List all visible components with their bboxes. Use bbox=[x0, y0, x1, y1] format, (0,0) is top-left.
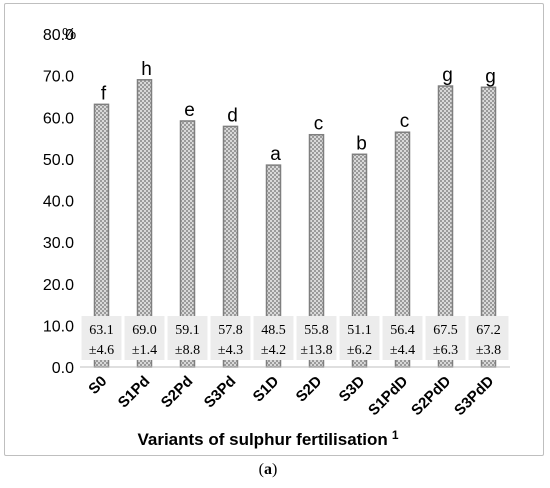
significance-letter: c bbox=[314, 114, 324, 135]
unit-label: % bbox=[62, 26, 76, 43]
significance-letter: g bbox=[485, 66, 496, 87]
caption-open: ( bbox=[259, 461, 264, 478]
data-label-sd: ±4.6 bbox=[89, 343, 114, 358]
value-box bbox=[468, 316, 509, 360]
data-label-mean: 56.4 bbox=[390, 323, 415, 338]
data-label-mean: 51.1 bbox=[347, 323, 372, 338]
x-tick-label: S3Pd bbox=[201, 373, 240, 412]
y-tick-label: 80.0 bbox=[43, 27, 74, 44]
data-label-mean: 59.1 bbox=[175, 323, 200, 338]
data-label-sd: ±6.2 bbox=[347, 343, 372, 358]
y-tick-label: 40.0 bbox=[43, 194, 74, 211]
x-tick-label: S1Pd bbox=[115, 373, 154, 412]
value-box bbox=[167, 316, 208, 360]
y-tick-label: 70.0 bbox=[43, 69, 74, 86]
y-tick-label: 30.0 bbox=[43, 235, 74, 252]
y-tick-label: 10.0 bbox=[43, 318, 74, 335]
value-box bbox=[210, 316, 251, 360]
value-box bbox=[124, 316, 165, 360]
x-tick-label: S0 bbox=[85, 373, 110, 398]
significance-letter: a bbox=[270, 144, 281, 165]
data-label-sd: ±3.8 bbox=[476, 343, 501, 358]
x-tick-label: S3D bbox=[336, 373, 369, 406]
data-label-sd: ±6.3 bbox=[433, 343, 458, 358]
data-label-mean: 57.8 bbox=[218, 323, 243, 338]
value-boxes: 63.1 ±4.6 69.0 ±1.4 59.1 ±8.8 57.8 ±4.3 48.5 ±4.2… bbox=[81, 316, 509, 360]
data-label-mean: 55.8 bbox=[304, 323, 329, 338]
data-label-sd: ±4.2 bbox=[261, 343, 286, 358]
x-tick-label: S1D bbox=[250, 373, 283, 406]
significance-letter: c bbox=[400, 111, 410, 132]
y-tick-label: 20.0 bbox=[43, 277, 74, 294]
value-box bbox=[382, 316, 423, 360]
value-box bbox=[339, 316, 380, 360]
caption-letter: a bbox=[264, 461, 272, 478]
significance-letter: e bbox=[184, 100, 195, 121]
data-label-sd: ±13.8 bbox=[300, 343, 332, 358]
x-tick-label: S1PdD bbox=[365, 373, 411, 419]
data-label-mean: 63.1 bbox=[89, 323, 114, 338]
x-tick-label: S3PdD bbox=[451, 373, 497, 419]
y-tick-label: 50.0 bbox=[43, 152, 74, 169]
significance-letter: h bbox=[141, 59, 152, 80]
value-box bbox=[81, 316, 122, 360]
x-tick-label: S2D bbox=[293, 373, 326, 406]
significance-letter: f bbox=[101, 83, 107, 104]
chart-frame bbox=[4, 3, 544, 456]
x-tick-label: S2PdD bbox=[408, 373, 454, 419]
caption-close: ) bbox=[272, 461, 277, 478]
value-box bbox=[253, 316, 294, 360]
value-box bbox=[296, 316, 337, 360]
y-tick-label: 60.0 bbox=[43, 110, 74, 127]
significance-letter: b bbox=[356, 133, 367, 154]
data-label-sd: ±1.4 bbox=[132, 343, 157, 358]
y-tick-label: 0.0 bbox=[52, 360, 74, 377]
data-label-sd: ±4.3 bbox=[218, 343, 243, 358]
data-label-mean: 69.0 bbox=[132, 323, 157, 338]
x-tick-label: S2Pd bbox=[158, 373, 197, 412]
data-label-mean: 48.5 bbox=[261, 323, 286, 338]
x-axis-title-superscript: 1 bbox=[392, 428, 399, 442]
data-label-sd: ±4.4 bbox=[390, 343, 415, 358]
significance-letter: d bbox=[227, 105, 238, 126]
x-axis-title-text: Variants of sulphur fertilisation bbox=[137, 430, 387, 449]
data-label-mean: 67.5 bbox=[433, 323, 458, 338]
y-axis-ticks: 0.0 10.0 20.0 30.0 40.0 50.0 60.0 70.0 80.0 bbox=[43, 27, 74, 377]
x-axis-title: Variants of sulphur fertilisation 1 bbox=[137, 428, 398, 449]
figure-caption: (a) bbox=[259, 461, 278, 478]
significance-letter: g bbox=[442, 65, 453, 86]
data-label-sd: ±8.8 bbox=[175, 343, 200, 358]
data-label-mean: 67.2 bbox=[476, 323, 501, 338]
value-box bbox=[425, 316, 466, 360]
